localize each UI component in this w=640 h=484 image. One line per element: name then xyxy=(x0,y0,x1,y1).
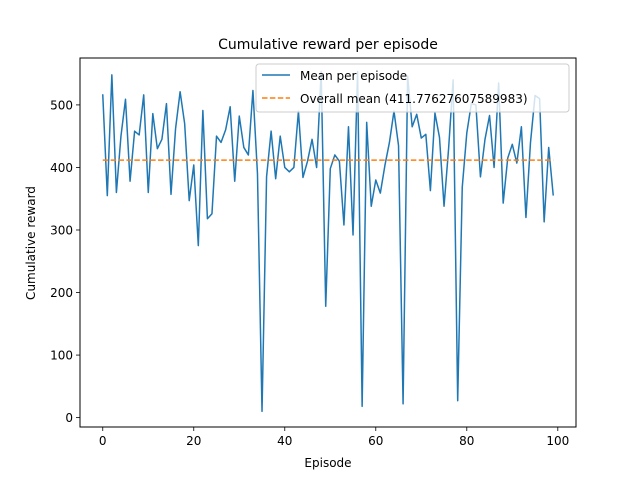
y-tick-label-200: 200 xyxy=(50,286,73,300)
x-tick-label-80: 80 xyxy=(459,434,474,448)
y-tick-label-100: 100 xyxy=(50,349,73,363)
plot-frame xyxy=(79,57,577,428)
y-tick-label-300: 300 xyxy=(50,223,73,237)
y-tick-label-500: 500 xyxy=(50,98,73,112)
x-axis: 0 20 40 60 80 100 xyxy=(99,427,569,448)
legend-box xyxy=(255,63,570,113)
x-tick-label-60: 60 xyxy=(368,434,383,448)
x-tick-label-100: 100 xyxy=(546,434,569,448)
y-tick-label-400: 400 xyxy=(50,161,73,175)
legend-label-mean-per-episode: Mean per episode xyxy=(300,69,407,83)
x-tick-label-0: 0 xyxy=(99,434,107,448)
chart-title: Cumulative reward per episode xyxy=(218,37,438,53)
y-axis: 0 100 200 300 400 500 xyxy=(50,98,80,425)
series-layer xyxy=(102,71,554,413)
legend: Mean per episode Overall mean (411.77627… xyxy=(255,63,570,113)
y-axis-label: Cumulative reward xyxy=(24,186,38,300)
x-axis-label: Episode xyxy=(304,456,351,470)
y-tick-label-0: 0 xyxy=(65,411,73,425)
series-line-mean-per-episode xyxy=(102,71,554,413)
legend-label-overall-mean: Overall mean (411.77627607589983) xyxy=(300,92,528,106)
x-tick-label-20: 20 xyxy=(186,434,201,448)
x-tick-label-40: 40 xyxy=(277,434,292,448)
